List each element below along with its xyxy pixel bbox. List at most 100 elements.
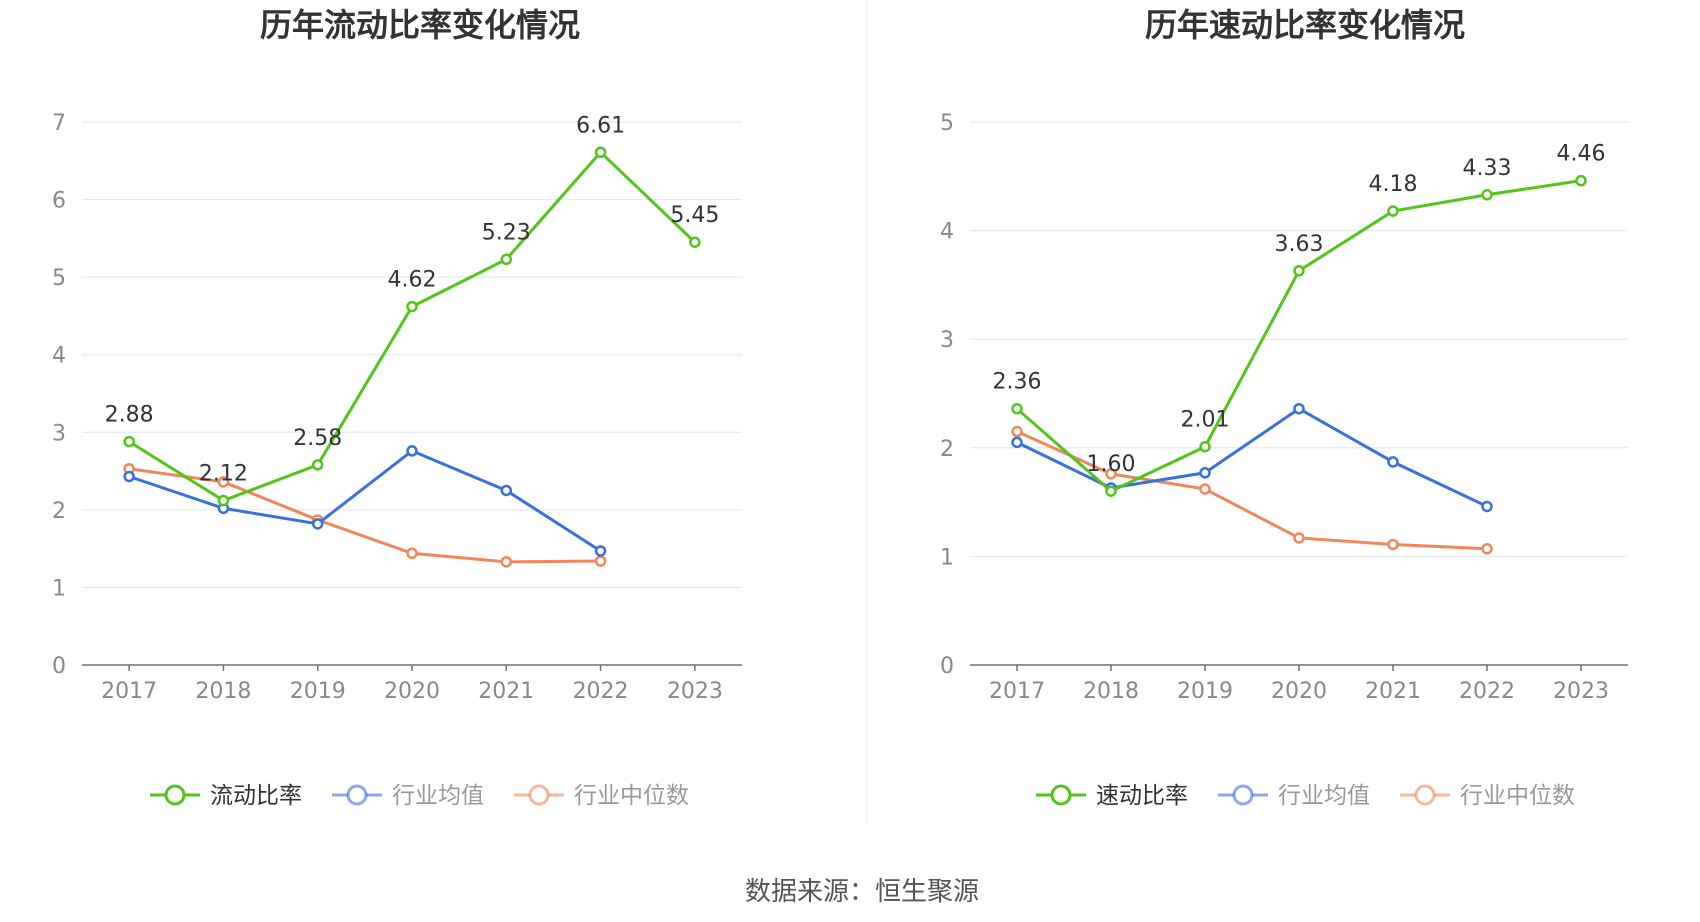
legend-swatch-marker <box>528 784 550 806</box>
data-label: 2.88 <box>105 403 154 428</box>
series-line-2 <box>128 449 602 553</box>
data-label: 1.60 <box>1087 452 1136 477</box>
data-point <box>217 494 230 507</box>
data-label: 2.01 <box>1181 408 1230 433</box>
data-point <box>1575 174 1587 187</box>
y-tick-label: 7 <box>52 111 66 136</box>
series-line-2 <box>1016 407 1488 508</box>
data-point <box>1387 538 1399 551</box>
data-point <box>1011 402 1023 415</box>
data-point <box>1293 402 1305 415</box>
x-tick-label: 2020 <box>384 679 440 704</box>
x-tick-label: 2022 <box>573 679 629 704</box>
x-tick-label: 2023 <box>667 679 723 704</box>
data-label: 2.58 <box>293 426 342 451</box>
x-tick-label: 2023 <box>1553 679 1609 704</box>
chart-title: 历年速动比率变化情况 <box>1145 6 1465 44</box>
y-tick-label: 0 <box>52 654 66 679</box>
data-point <box>1387 205 1399 217</box>
series-line-3 <box>128 467 601 564</box>
legend-swatch-marker <box>164 784 186 806</box>
chart-panel-2: 历年速动比率变化情况 0 1 2 3 4 5 2017 2018 2019 2020 2021 2022… <box>940 6 1628 809</box>
y-tick-label: 3 <box>52 421 66 446</box>
legend-label: 行业中位数 <box>1460 783 1575 809</box>
series-line-3 <box>1016 430 1488 551</box>
data-label: 5.23 <box>482 220 531 245</box>
data-label: 5.45 <box>670 203 719 228</box>
legend-label: 速动比率 <box>1096 783 1188 809</box>
data-label: 4.18 <box>1369 172 1418 197</box>
legend-label: 行业均值 <box>392 783 484 809</box>
y-tick-label: 5 <box>52 266 66 291</box>
y-tick-label: 4 <box>52 344 66 369</box>
data-point <box>594 146 607 159</box>
data-point <box>123 470 135 483</box>
x-tick-label: 2017 <box>989 679 1045 704</box>
data-label: 2.36 <box>993 370 1042 395</box>
data-point <box>406 547 418 560</box>
data-point <box>406 300 418 313</box>
x-tick-label: 2020 <box>1271 679 1327 704</box>
data-point <box>1293 265 1305 277</box>
y-tick-label: 5 <box>940 111 954 136</box>
legend-label: 行业均值 <box>1278 783 1370 809</box>
y-tick-label: 0 <box>940 654 954 679</box>
chart-panel-1: 历年流动比率变化情况 0 1 2 3 4 5 6 7 2017 2018 2019 2020 2021 20… <box>52 6 742 809</box>
data-point <box>500 484 513 497</box>
data-point <box>1481 543 1493 555</box>
legend-label: 流动比率 <box>210 783 302 809</box>
data-point <box>594 545 607 557</box>
data-point <box>311 459 324 471</box>
data-point <box>1481 500 1493 513</box>
series-line-1 <box>1016 179 1582 493</box>
data-point <box>500 556 513 568</box>
data-point <box>1199 440 1211 453</box>
data-point <box>1011 425 1023 438</box>
x-tick-label: 2021 <box>1365 679 1421 704</box>
y-tick-label: 3 <box>940 328 954 353</box>
x-tick-label: 2019 <box>1177 679 1233 704</box>
y-tick-label: 1 <box>52 576 66 601</box>
data-point <box>1481 189 1493 201</box>
legend-swatch-marker <box>1050 784 1072 806</box>
y-tick-label: 1 <box>940 545 954 570</box>
legend-swatch-marker <box>1414 784 1436 806</box>
data-point <box>594 555 607 567</box>
data-point <box>311 518 324 530</box>
data-point <box>217 476 230 488</box>
y-tick-label: 2 <box>940 437 954 462</box>
source-text: 数据来源：恒生聚源 <box>745 877 979 907</box>
x-tick-label: 2021 <box>478 679 534 704</box>
data-point <box>689 236 701 248</box>
data-point <box>1105 468 1117 480</box>
data-label: 3.63 <box>1275 232 1324 257</box>
data-point <box>1199 483 1211 495</box>
chart-title: 历年流动比率变化情况 <box>260 6 580 44</box>
legend-swatch-marker <box>346 784 368 806</box>
data-point <box>406 445 418 457</box>
legend-label: 行业中位数 <box>574 783 689 809</box>
x-tick-label: 2018 <box>1083 679 1139 704</box>
data-label: 4.62 <box>388 268 437 293</box>
data-label: 2.12 <box>199 462 248 487</box>
y-tick-label: 2 <box>52 499 66 524</box>
data-point <box>123 435 135 448</box>
y-tick-label: 4 <box>940 220 954 245</box>
y-tick-label: 6 <box>52 189 66 214</box>
x-tick-label: 2017 <box>101 679 157 704</box>
data-label: 4.33 <box>1463 156 1512 181</box>
legend-swatch-marker <box>1232 784 1254 806</box>
x-tick-label: 2018 <box>195 679 251 704</box>
data-point <box>1105 485 1117 497</box>
data-point <box>1293 532 1305 544</box>
x-tick-label: 2019 <box>290 679 346 704</box>
data-point <box>1011 436 1023 449</box>
x-tick-label: 2022 <box>1459 679 1515 704</box>
data-label: 4.46 <box>1557 142 1606 167</box>
data-point <box>1199 467 1211 479</box>
data-point <box>500 253 513 266</box>
data-label: 6.61 <box>576 113 625 138</box>
data-point <box>1387 456 1399 468</box>
